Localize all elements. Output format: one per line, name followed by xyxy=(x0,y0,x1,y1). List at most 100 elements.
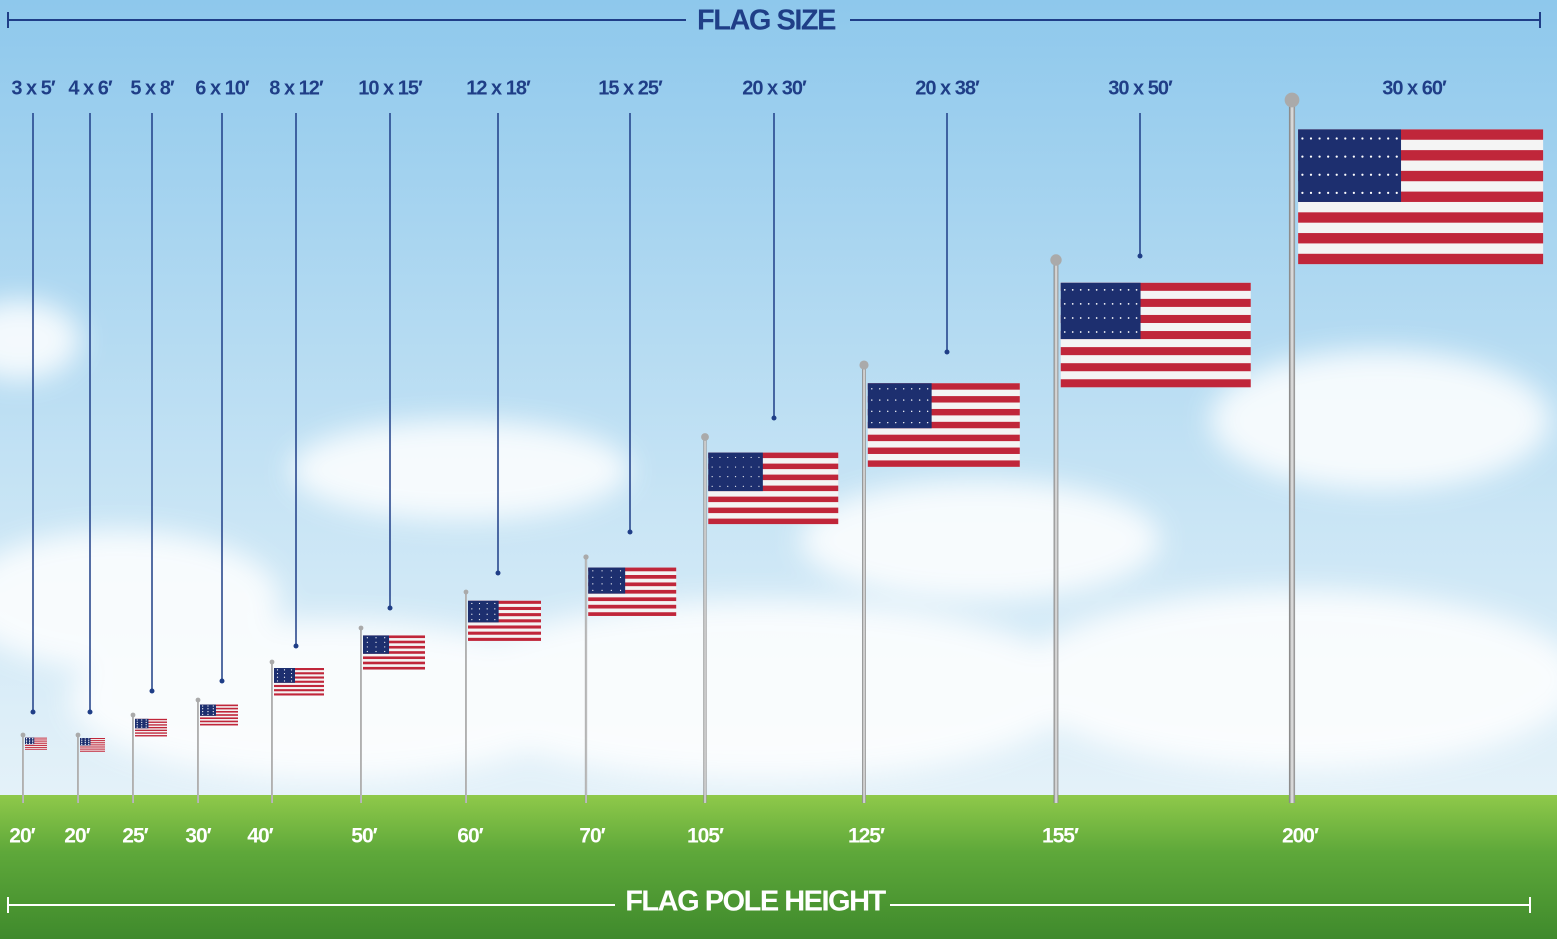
leader-dot xyxy=(772,416,777,421)
flag-star xyxy=(487,614,488,615)
flag-star xyxy=(743,457,744,458)
flag-star xyxy=(1353,174,1355,176)
flag-star xyxy=(146,722,147,723)
pole-height-label: 155′ xyxy=(1042,825,1079,848)
leader-dot xyxy=(628,530,633,535)
flag-star xyxy=(1396,155,1398,157)
flag-star xyxy=(620,583,621,584)
flag-star xyxy=(29,739,30,740)
flag-star xyxy=(903,399,904,400)
flag-star xyxy=(743,466,744,467)
flag-star xyxy=(601,577,602,578)
flag-stripe xyxy=(135,735,167,736)
flag-canton xyxy=(708,453,763,492)
flag-star xyxy=(1096,289,1098,291)
flag-star xyxy=(727,457,728,458)
flag-star xyxy=(207,708,208,709)
pole-finial xyxy=(359,626,364,631)
flag-star xyxy=(743,476,744,477)
flag-star xyxy=(1396,192,1398,194)
flag-star xyxy=(85,742,86,743)
flag-star xyxy=(1396,137,1398,139)
flag-star xyxy=(911,422,912,423)
flag-stripe xyxy=(868,435,1020,441)
flag-star xyxy=(879,399,880,400)
flag-size-label: 15 x 25′ xyxy=(598,77,663,99)
flag-star xyxy=(887,388,888,389)
flag-star xyxy=(719,457,720,458)
flag-star xyxy=(29,741,30,742)
flag-star xyxy=(727,486,728,487)
flag-stripe xyxy=(80,746,105,747)
flag-stripe xyxy=(363,662,425,665)
flag-canton xyxy=(1298,129,1401,202)
flag-star xyxy=(29,743,30,744)
flag-star xyxy=(146,727,147,728)
flag-star xyxy=(1318,155,1320,157)
flag-star xyxy=(202,711,203,712)
flag-star xyxy=(291,677,292,678)
flag-stripe xyxy=(1061,379,1251,387)
flag-stripe xyxy=(80,749,105,750)
flag-star xyxy=(712,476,713,477)
flag-star xyxy=(1128,331,1130,333)
flag-star xyxy=(1120,317,1122,319)
flag-star xyxy=(611,583,612,584)
flag-star xyxy=(1112,303,1114,305)
flag-star xyxy=(1318,192,1320,194)
flag-star xyxy=(1310,174,1312,176)
flag-star xyxy=(620,577,621,578)
flag-star xyxy=(213,708,214,709)
pole-height-label: 25′ xyxy=(122,825,148,848)
flag-star xyxy=(375,651,376,652)
flag-star xyxy=(1361,192,1363,194)
leader-dot xyxy=(31,710,36,715)
flag-star xyxy=(284,669,285,670)
flag-star xyxy=(919,411,920,412)
flag-star xyxy=(751,457,752,458)
flag-star xyxy=(895,422,896,423)
flag-star xyxy=(207,714,208,715)
pole-finial xyxy=(859,360,868,369)
flag-star xyxy=(1318,174,1320,176)
flag-star xyxy=(1120,331,1122,333)
flag-star xyxy=(207,711,208,712)
flag-star xyxy=(871,422,872,423)
flag-star xyxy=(1104,331,1106,333)
flag-star xyxy=(471,619,472,620)
flag-star xyxy=(1336,137,1338,139)
flag-star xyxy=(367,651,368,652)
flag-star xyxy=(202,708,203,709)
flag-star xyxy=(1396,174,1398,176)
flag-star xyxy=(202,714,203,715)
flag-star xyxy=(137,722,138,723)
flag-star xyxy=(384,651,385,652)
leader-dot xyxy=(220,679,225,684)
pole-height-label: 20′ xyxy=(9,825,35,848)
flag-star xyxy=(895,388,896,389)
flag-star xyxy=(291,680,292,681)
pole-height-label: 50′ xyxy=(351,825,377,848)
flag-stripe xyxy=(868,460,1020,466)
flag-star xyxy=(1080,331,1082,333)
flag-star xyxy=(758,466,759,467)
flag-star xyxy=(1112,317,1114,319)
leader-dot xyxy=(294,644,299,649)
flag-star xyxy=(1104,289,1106,291)
flag-star xyxy=(1310,155,1312,157)
flag-star xyxy=(712,457,713,458)
flag-stripe xyxy=(468,625,541,628)
flag-star xyxy=(1112,289,1114,291)
flag-star xyxy=(487,619,488,620)
flag-star xyxy=(592,590,593,591)
flag-star xyxy=(1344,174,1346,176)
flag-star xyxy=(1096,303,1098,305)
flag-star xyxy=(727,466,728,467)
flag-star xyxy=(1301,155,1303,157)
flag-stripe xyxy=(274,689,324,691)
flag-star xyxy=(88,742,89,743)
flag-star xyxy=(601,590,602,591)
flag-star xyxy=(277,669,278,670)
flag-star xyxy=(1387,192,1389,194)
flag-star xyxy=(1136,303,1138,305)
